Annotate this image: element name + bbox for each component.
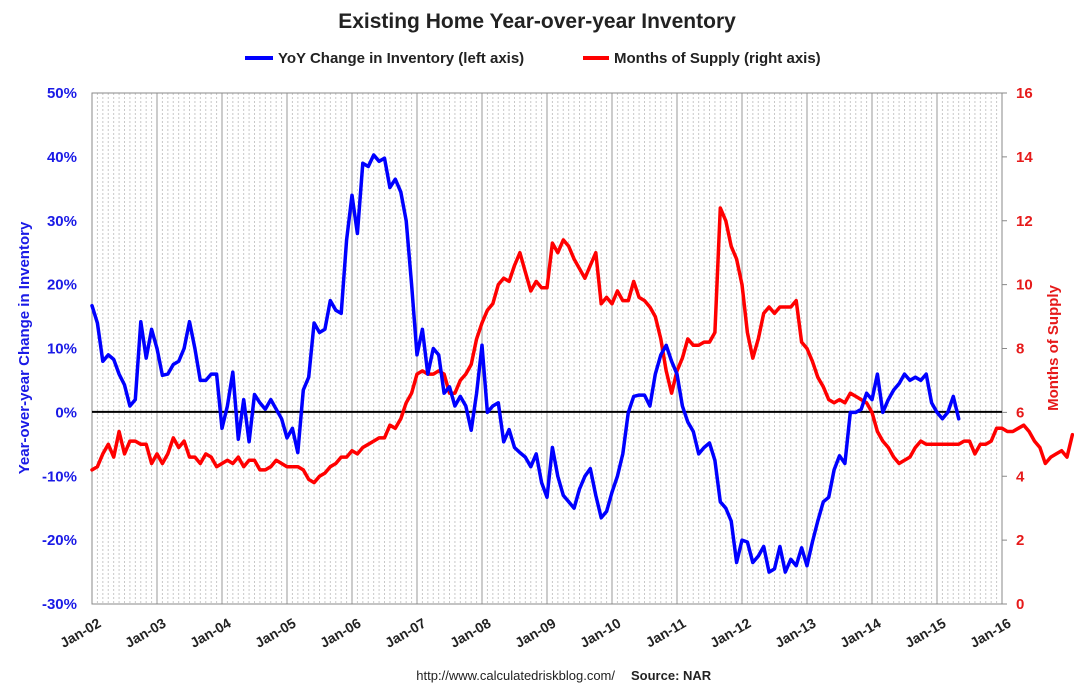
- y-right-tick-label: 10: [1016, 277, 1033, 294]
- y-left-tick-label: -10%: [42, 468, 77, 485]
- y-right-tick-label: 6: [1016, 404, 1024, 421]
- x-tick-label: Jan-14: [837, 615, 884, 651]
- x-tick-label: Jan-07: [382, 615, 429, 651]
- y-left-ticks: -30% -20% -10% 0% 10% 20% 30% 40% 50%: [42, 85, 77, 613]
- y-left-tick-label: 50%: [47, 85, 77, 102]
- x-tick-label: Jan-15: [902, 615, 949, 651]
- y-left-tick-label: 10%: [47, 341, 77, 358]
- y-left-tick-label: 30%: [47, 213, 77, 230]
- x-tick-label: Jan-03: [122, 615, 169, 651]
- y-right-tick-label: 0: [1016, 596, 1024, 613]
- x-tick-label: Jan-12: [707, 615, 754, 651]
- series-line-months-supply: [90, 206, 1074, 485]
- grid: [96, 93, 998, 604]
- y-left-tick-label: 0%: [55, 404, 77, 421]
- x-tick-label: Jan-05: [252, 615, 299, 651]
- y-right-tick-label: 14: [1016, 149, 1033, 166]
- x-tick-label: Jan-04: [187, 615, 234, 651]
- chart-title: Existing Home Year-over-year Inventory: [338, 10, 736, 33]
- y-right-ticks: 0 2 4 6 8 10 12 14 16: [1002, 85, 1033, 613]
- series-layer: [90, 153, 1074, 574]
- x-ticks: Jan-02 Jan-03 Jan-04 Jan-05 Jan-06 Jan-07 Jan-…: [57, 615, 1014, 651]
- y-right-tick-label: 12: [1016, 213, 1033, 230]
- legend: YoY Change in Inventory (left axis) Month…: [245, 50, 821, 67]
- source-credit: Source: NAR: [631, 668, 712, 683]
- y-right-tick-label: 2: [1016, 532, 1024, 549]
- series-line-yoy-inventory: [90, 153, 961, 574]
- y-right-tick-label: 4: [1016, 468, 1025, 485]
- x-tick-label: Jan-08: [447, 615, 494, 651]
- x-tick-label: Jan-02: [57, 615, 104, 651]
- y-right-tick-label: 16: [1016, 85, 1033, 102]
- y-left-tick-label: -30%: [42, 596, 77, 613]
- y-left-axis-label: Year-over-year Change in Inventory: [16, 221, 33, 474]
- legend-label: Months of Supply (right axis): [614, 50, 821, 67]
- x-tick-label: Jan-10: [577, 615, 624, 651]
- x-tick-label: Jan-11: [643, 615, 689, 651]
- legend-label: YoY Change in Inventory (left axis): [278, 50, 524, 67]
- x-tick-label: Jan-06: [317, 615, 364, 651]
- x-tick-label: Jan-13: [772, 615, 819, 651]
- y-right-axis-label: Months of Supply: [1045, 284, 1062, 410]
- y-left-tick-label: 20%: [47, 277, 77, 294]
- x-tick-label: Jan-16: [967, 615, 1014, 651]
- y-right-tick-label: 8: [1016, 341, 1024, 358]
- x-tick-label: Jan-09: [512, 615, 559, 651]
- source-url[interactable]: http://www.calculatedriskblog.com/: [416, 668, 615, 683]
- y-left-tick-label: 40%: [47, 149, 77, 166]
- y-left-tick-label: -20%: [42, 532, 77, 549]
